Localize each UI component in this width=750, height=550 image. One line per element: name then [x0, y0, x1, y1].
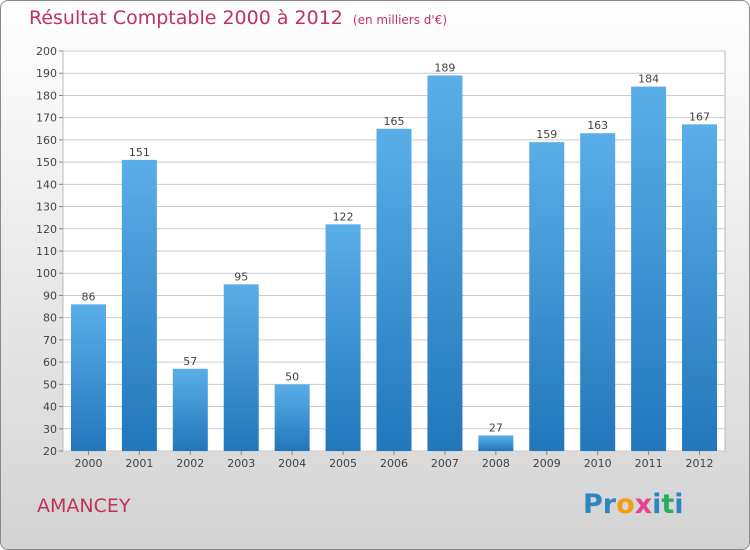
y-tick-label: 20 — [43, 445, 57, 458]
data-label: 50 — [285, 370, 299, 383]
bar — [121, 159, 157, 451]
x-tick-label: 2002 — [176, 457, 204, 470]
x-tick-label: 2008 — [482, 457, 510, 470]
x-tick-label: 2012 — [686, 457, 714, 470]
y-axis: 20 30 40 50 60 70 80 90 100 110 120 130 140 150 160 170… — [36, 45, 63, 458]
logo-letter: i — [652, 489, 662, 520]
data-label: 86 — [81, 290, 95, 303]
logo-letter: x — [634, 489, 653, 520]
y-tick-label: 70 — [43, 334, 57, 347]
y-tick-label: 120 — [36, 223, 57, 236]
x-tick-label: 2007 — [431, 457, 459, 470]
y-tick-label: 140 — [36, 178, 57, 191]
data-label: 184 — [638, 73, 659, 86]
logo-letter: r — [602, 489, 617, 520]
bar — [478, 435, 514, 451]
data-label: 57 — [183, 355, 197, 368]
y-tick-label: 200 — [36, 45, 57, 58]
data-label: 167 — [689, 110, 710, 123]
x-tick-label: 2004 — [278, 457, 306, 470]
logo-letter: o — [616, 489, 635, 520]
commune-name: AMANCEY — [37, 495, 131, 517]
chart-subtitle: (en milliers d'€) — [352, 13, 448, 27]
logo-letter: t — [661, 489, 675, 520]
y-tick-label: 30 — [43, 423, 57, 436]
bar — [631, 86, 667, 452]
x-tick-label: 2001 — [125, 457, 153, 470]
bar — [274, 384, 310, 451]
bar — [70, 304, 106, 451]
data-label: 159 — [536, 128, 557, 141]
bar — [580, 133, 616, 451]
y-tick-label: 110 — [36, 245, 57, 258]
data-label: 151 — [129, 146, 150, 159]
data-label: 27 — [489, 421, 503, 434]
y-tick-label: 180 — [36, 89, 57, 102]
x-tick-label: 2006 — [380, 457, 408, 470]
x-tick-label: 2010 — [584, 457, 612, 470]
data-label: 189 — [434, 61, 455, 74]
x-tick-label: 2011 — [635, 457, 663, 470]
y-tick-label: 130 — [36, 201, 57, 214]
x-tick-label: 2005 — [329, 457, 357, 470]
y-tick-label: 80 — [43, 312, 57, 325]
x-tick-label: 2009 — [533, 457, 561, 470]
y-tick-label: 40 — [43, 401, 57, 414]
bars: 86 151 57 95 50 122 165 189 27 159 163 184 167 — [70, 61, 718, 452]
data-label: 165 — [384, 115, 405, 128]
y-tick-label: 190 — [36, 67, 57, 80]
data-label: 163 — [587, 119, 608, 132]
y-tick-label: 170 — [36, 112, 57, 125]
bar — [376, 128, 412, 451]
bar — [325, 224, 361, 451]
proxiti-logo: Proxiti — [583, 489, 684, 520]
y-tick-label: 60 — [43, 356, 57, 369]
bar — [682, 124, 718, 451]
logo-letter: i — [674, 489, 684, 520]
x-tick-label: 2003 — [227, 457, 255, 470]
bar — [223, 284, 259, 451]
bar — [172, 368, 208, 451]
data-label: 122 — [333, 210, 354, 223]
chart-title: Résultat Comptable 2000 à 2012 (en millie… — [29, 7, 447, 29]
logo-letter: P — [583, 489, 603, 520]
y-tick-label: 160 — [36, 134, 57, 147]
x-tick-label: 2000 — [74, 457, 102, 470]
bar — [427, 75, 463, 451]
y-tick-label: 90 — [43, 289, 57, 302]
bar — [529, 142, 565, 451]
chart-title-main: Résultat Comptable 2000 à 2012 — [29, 7, 343, 29]
y-tick-label: 50 — [43, 378, 57, 391]
x-axis: 2000 2001 2002 2003 2004 2005 2006 2007 2008 2009… — [74, 451, 714, 470]
y-tick-label: 100 — [36, 267, 57, 280]
data-label: 95 — [234, 270, 248, 283]
y-tick-label: 150 — [36, 156, 57, 169]
